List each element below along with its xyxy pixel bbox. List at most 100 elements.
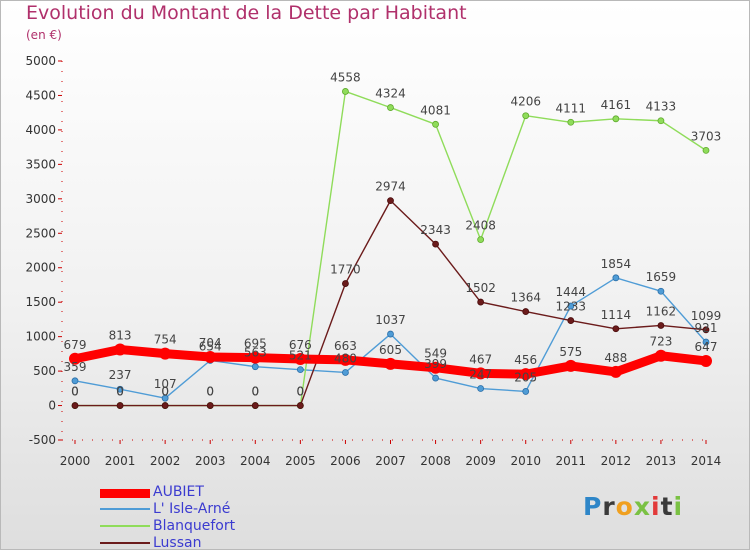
data-label: 723 bbox=[649, 335, 672, 349]
x-tick-label: 2011 bbox=[556, 454, 587, 468]
data-point bbox=[384, 357, 397, 370]
data-label: 1233 bbox=[556, 300, 587, 314]
data-label: 605 bbox=[379, 343, 402, 357]
logo-letter: P bbox=[583, 492, 603, 521]
data-point bbox=[702, 146, 710, 154]
data-label: 480 bbox=[334, 351, 357, 365]
data-label: 1114 bbox=[601, 308, 632, 322]
y-tick-label: 3000 bbox=[25, 192, 56, 206]
data-label: 399 bbox=[424, 357, 447, 371]
data-point bbox=[522, 112, 530, 120]
y-tick-label: 1000 bbox=[25, 330, 56, 344]
chart-title: Evolution du Montant de la Dette par Hab… bbox=[26, 2, 467, 24]
data-label: 0 bbox=[251, 385, 259, 399]
data-label: 0 bbox=[161, 385, 169, 399]
data-point bbox=[159, 347, 172, 360]
data-label: 205 bbox=[514, 370, 537, 384]
data-label: 1037 bbox=[375, 313, 406, 327]
proxiti-logo: Proxiti bbox=[583, 492, 683, 521]
data-point bbox=[522, 388, 530, 395]
chart-subtitle: (en €) bbox=[26, 28, 62, 42]
data-point bbox=[114, 343, 127, 356]
data-label: 2343 bbox=[420, 223, 451, 237]
series-3 bbox=[71, 197, 710, 409]
x-tick-label: 2007 bbox=[375, 454, 406, 468]
series-0 bbox=[69, 343, 712, 381]
x-tick-label: 2013 bbox=[646, 454, 677, 468]
data-point bbox=[519, 368, 532, 381]
y-tick-label: 4500 bbox=[25, 88, 56, 102]
data-label: 563 bbox=[244, 346, 267, 360]
data-label: 0 bbox=[71, 385, 79, 399]
data-point bbox=[702, 338, 710, 346]
data-point bbox=[609, 365, 622, 378]
data-label: 0 bbox=[71, 385, 79, 399]
data-label: 754 bbox=[154, 333, 177, 347]
data-point bbox=[339, 353, 352, 366]
data-point bbox=[567, 302, 575, 310]
data-point bbox=[296, 366, 304, 374]
data-point bbox=[432, 120, 439, 128]
y-tick-label: 0 bbox=[48, 399, 56, 413]
axes: -500 0 500 1000 1500 2000 2500 3000 3500 4000 4500… bbox=[25, 54, 721, 468]
data-label: 654 bbox=[199, 339, 222, 353]
data-label: 0 bbox=[116, 385, 124, 399]
data-point bbox=[432, 374, 439, 382]
data-label: 107 bbox=[154, 377, 177, 391]
x-tick-label: 2002 bbox=[150, 454, 181, 468]
data-label: 1659 bbox=[646, 270, 677, 284]
data-point bbox=[294, 352, 307, 365]
legend-label-lussan: Lussan bbox=[153, 535, 202, 551]
data-point bbox=[612, 325, 620, 333]
data-label: 237 bbox=[109, 368, 132, 382]
data-point bbox=[342, 280, 349, 287]
data-label: 679 bbox=[64, 338, 87, 352]
data-label: 0 bbox=[251, 385, 259, 399]
data-label: 3703 bbox=[691, 129, 722, 143]
line-chart: -500 0 500 1000 1500 2000 2500 3000 3500 4000 4500… bbox=[25, 54, 722, 468]
data-point bbox=[251, 363, 259, 371]
y-tick-label: 1500 bbox=[25, 295, 56, 309]
data-point bbox=[477, 298, 485, 306]
data-point bbox=[477, 236, 485, 244]
data-label: 704 bbox=[199, 336, 222, 350]
legend-label-aubiet: AUBIET bbox=[153, 484, 204, 500]
data-point bbox=[522, 308, 530, 315]
data-point bbox=[702, 326, 710, 334]
data-labels: 679 813 754 704 695 676 663 605 549 467 456 575 488 7… bbox=[64, 70, 722, 398]
data-point bbox=[654, 349, 667, 362]
logo-letter: i bbox=[673, 492, 684, 521]
data-label: 1099 bbox=[691, 309, 722, 323]
data-point bbox=[116, 402, 124, 409]
data-point bbox=[342, 369, 349, 376]
legend-label-blanquefort: Blanquefort bbox=[153, 518, 236, 534]
data-point bbox=[567, 118, 575, 126]
data-label: 663 bbox=[334, 339, 357, 353]
data-point bbox=[657, 287, 665, 295]
data-point bbox=[612, 115, 620, 123]
x-tick-label: 2003 bbox=[195, 454, 226, 468]
data-label: 1502 bbox=[465, 281, 496, 295]
y-tick-label: 500 bbox=[33, 364, 56, 378]
data-label: 676 bbox=[289, 338, 312, 352]
legend-swatch-blanquefort bbox=[100, 525, 150, 527]
data-point bbox=[429, 361, 442, 374]
data-label: 647 bbox=[695, 340, 718, 354]
data-label: 467 bbox=[469, 352, 492, 366]
data-label: 521 bbox=[289, 349, 312, 363]
logo-letter: o bbox=[615, 492, 634, 521]
data-point bbox=[474, 367, 487, 380]
data-label: 1444 bbox=[556, 285, 587, 299]
data-label: 813 bbox=[109, 329, 132, 343]
series-1 bbox=[71, 274, 710, 402]
data-label: 488 bbox=[604, 351, 627, 365]
data-point bbox=[657, 117, 665, 125]
data-point bbox=[251, 402, 259, 409]
data-label: 0 bbox=[116, 385, 124, 399]
data-label: 549 bbox=[424, 347, 447, 361]
data-label: 575 bbox=[559, 345, 582, 359]
logo-letter: r bbox=[602, 492, 616, 521]
x-tick-label: 2009 bbox=[465, 454, 496, 468]
x-tick-label: 2005 bbox=[285, 454, 316, 468]
data-point bbox=[204, 351, 217, 364]
